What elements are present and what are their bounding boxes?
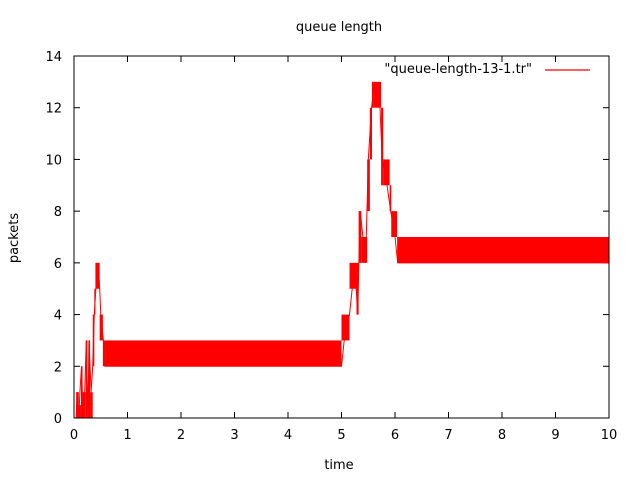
- series-band: [78, 405, 81, 418]
- y-tick-label: 14: [45, 50, 62, 65]
- series-band: [383, 159, 390, 186]
- series-band: [105, 340, 342, 367]
- x-tick-label: 9: [551, 428, 559, 443]
- series-band: [88, 340, 91, 418]
- y-axis-label: packets: [7, 213, 22, 264]
- plot-frame: [73, 55, 610, 419]
- series-band: [76, 392, 79, 418]
- series-band: [389, 185, 392, 212]
- x-tick-label: 7: [444, 428, 452, 443]
- x-tick-label: 6: [391, 428, 399, 443]
- x-tick-label: 4: [284, 428, 292, 443]
- series-band: [349, 262, 357, 289]
- series-band: [369, 107, 372, 160]
- series-band: [391, 211, 398, 237]
- series-band: [367, 159, 370, 212]
- y-tick-label: 10: [45, 153, 62, 168]
- y-tick-label: 4: [54, 309, 62, 324]
- y-tick-label: 2: [54, 360, 62, 375]
- chart-title: queue length: [296, 20, 382, 35]
- x-tick-label: 8: [498, 428, 506, 443]
- plot-area: [74, 81, 609, 419]
- legend-label: "queue-length-13-1.tr": [384, 62, 532, 77]
- series-band: [99, 314, 103, 341]
- series-band: [397, 237, 609, 263]
- series-band: [90, 392, 93, 418]
- legend: "queue-length-13-1.tr": [384, 62, 590, 77]
- y-tick-label: 12: [45, 102, 62, 117]
- y-tick-label: 0: [54, 412, 62, 427]
- y-tick-label: 6: [54, 257, 62, 272]
- x-tick-label: 3: [230, 428, 238, 443]
- x-axis-label: time: [324, 458, 353, 473]
- x-tick-label: 2: [177, 428, 185, 443]
- series-band: [80, 366, 83, 418]
- series-band: [381, 107, 384, 186]
- series-band: [85, 340, 88, 418]
- x-tick-label: 10: [601, 428, 618, 443]
- series-band: [356, 262, 359, 315]
- x-tick-label: 5: [337, 428, 345, 443]
- y-tick-label: 8: [54, 205, 62, 220]
- x-tick-label: 0: [70, 428, 78, 443]
- series-band: [95, 262, 100, 289]
- series-band: [341, 314, 350, 341]
- x-tick-label: 1: [123, 428, 131, 443]
